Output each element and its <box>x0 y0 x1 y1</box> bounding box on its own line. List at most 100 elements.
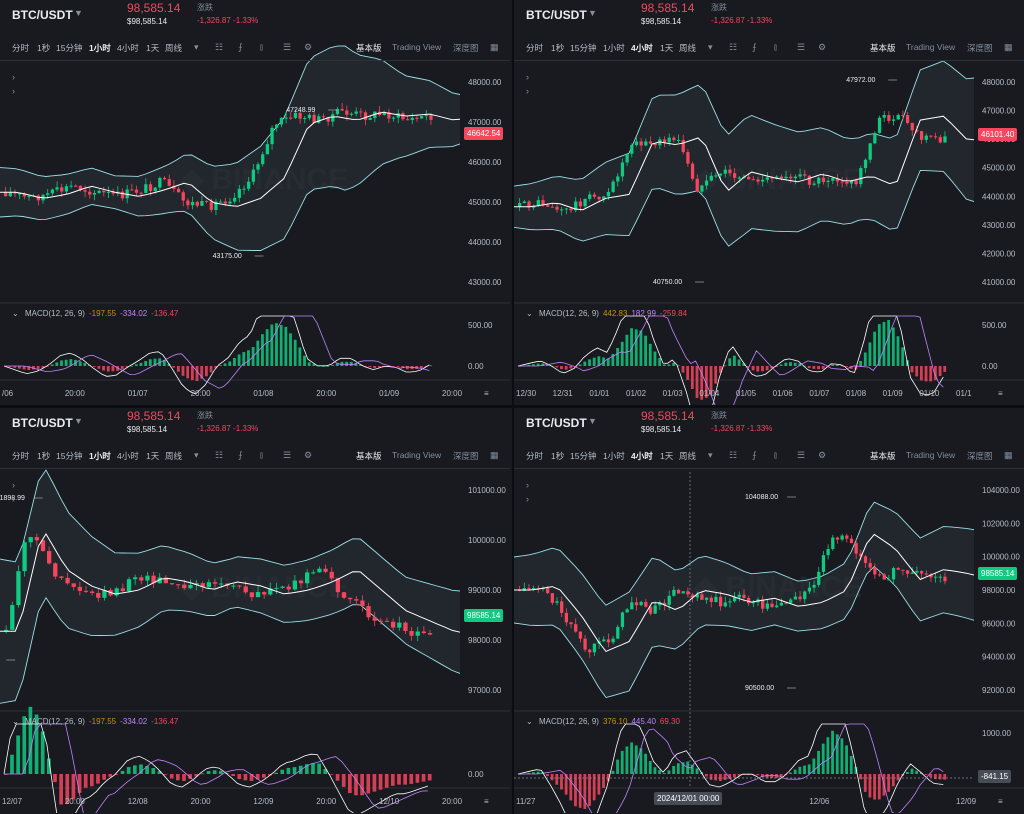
interval-tab[interactable]: 1天 <box>660 43 674 53</box>
interval-tab[interactable]: 1秒 <box>37 43 51 53</box>
grid-icon[interactable]: ▦ <box>1004 42 1013 52</box>
macd-bar <box>728 358 732 366</box>
interval-tab[interactable]: 1秒 <box>37 451 51 461</box>
chevron-right-icon[interactable]: › <box>12 72 15 82</box>
view-basic-tab[interactable]: 基本版 <box>870 43 896 53</box>
view-tradingview-tab[interactable]: Trading View <box>906 42 956 52</box>
macd-bar <box>775 366 778 367</box>
candle-settings-icon[interactable]: ☷ <box>729 450 738 460</box>
candle-body <box>214 201 218 210</box>
view-depth-tab[interactable]: 深度图 <box>453 43 479 53</box>
interval-tab[interactable]: 4小时 <box>117 43 139 53</box>
interval-tab[interactable]: 周线 <box>679 43 697 53</box>
layout-icon[interactable]: ☰ <box>797 450 806 460</box>
candlestick-icon[interactable]: ⫾ <box>774 450 777 460</box>
interval-tab[interactable]: 周线 <box>679 451 697 461</box>
candlestick-icon[interactable]: ⫾ <box>774 42 777 52</box>
chevron-right-icon[interactable]: › <box>526 480 529 490</box>
view-basic-tab[interactable]: 基本版 <box>356 451 382 461</box>
chevron-down-icon[interactable]: ▼ <box>74 8 83 18</box>
interval-tab[interactable]: 1天 <box>146 451 160 461</box>
view-tradingview-tab[interactable]: Trading View <box>392 450 442 460</box>
grid-icon[interactable]: ▦ <box>490 450 499 460</box>
view-tradingview-tab[interactable]: Trading View <box>392 42 442 52</box>
interval-tab[interactable]: 1小时 <box>603 451 625 461</box>
view-tradingview-tab[interactable]: Trading View <box>906 450 956 460</box>
candle-body <box>158 177 162 188</box>
gear-icon[interactable]: ⚙ <box>818 42 827 52</box>
pair-name[interactable]: BTC/USDT <box>526 8 587 22</box>
chevron-right-icon[interactable]: › <box>526 72 529 82</box>
interval-tab[interactable]: 分时 <box>12 43 30 53</box>
interval-tab[interactable]: 15分钟 <box>56 451 83 461</box>
candle-body <box>307 114 312 119</box>
candle-settings-icon[interactable]: ☷ <box>215 450 224 460</box>
macd-bar <box>625 334 629 366</box>
chevron-down-icon[interactable]: ▾ <box>194 42 199 52</box>
interval-tab[interactable]: 15分钟 <box>570 43 597 53</box>
chevron-down-icon[interactable]: ▼ <box>588 416 597 426</box>
view-basic-tab[interactable]: 基本版 <box>870 451 896 461</box>
candlestick-icon[interactable]: ⫾ <box>260 42 263 52</box>
layout-icon[interactable]: ☰ <box>283 42 292 52</box>
indicator-icon[interactable]: ⨍ <box>238 450 243 460</box>
pair-name[interactable]: BTC/USDT <box>526 416 587 430</box>
macd-bar <box>681 762 685 774</box>
macd-bar <box>910 768 914 774</box>
interval-tab[interactable]: 分时 <box>526 451 544 461</box>
macd-bar <box>270 324 274 366</box>
view-depth-tab[interactable]: 深度图 <box>453 451 479 461</box>
interval-tab[interactable]: 1天 <box>660 451 674 461</box>
grid-icon[interactable]: ▦ <box>490 42 499 52</box>
gear-icon[interactable]: ⚙ <box>818 450 827 460</box>
price-chart[interactable]: ◆ BINANCE104000.00102000.00100000.009800… <box>514 408 1024 813</box>
indicator-icon[interactable]: ⨍ <box>238 42 243 52</box>
interval-tab[interactable]: 1小时 <box>603 43 625 53</box>
interval-tab[interactable]: 分时 <box>12 451 30 461</box>
interval-tab[interactable]: 分时 <box>526 43 544 53</box>
pair-name[interactable]: BTC/USDT <box>12 416 73 430</box>
grid-icon[interactable]: ▦ <box>1004 450 1013 460</box>
view-depth-tab[interactable]: 深度图 <box>967 43 993 53</box>
chevron-down-icon[interactable]: ▾ <box>194 450 199 460</box>
interval-tab[interactable]: 1秒 <box>551 451 565 461</box>
candlestick-icon[interactable]: ⫾ <box>260 450 263 460</box>
interval-tab[interactable]: 周线 <box>165 451 183 461</box>
chevron-right-icon[interactable]: › <box>526 494 529 504</box>
interval-tab[interactable]: 15分钟 <box>570 451 597 461</box>
chevron-right-icon[interactable]: › <box>12 480 15 490</box>
candle-settings-icon[interactable]: ☷ <box>729 42 738 52</box>
chevron-right-icon[interactable]: › <box>12 86 15 96</box>
price-chart[interactable]: ◆ BINANCE48000.0047000.0046000.0045000.0… <box>514 0 1024 405</box>
interval-tab[interactable]: 1小时 <box>89 43 111 53</box>
candle-settings-icon[interactable]: ☷ <box>215 42 224 52</box>
price-chart[interactable]: ◆ BINANCE48000.0047000.0046000.0045000.0… <box>0 0 510 405</box>
price-chart[interactable]: ◆ BINANCE101000.00100000.0099000.0098000… <box>0 408 510 813</box>
interval-tab[interactable]: 1小时 <box>89 451 111 461</box>
macd-bar <box>106 366 110 372</box>
interval-tab[interactable]: 1秒 <box>551 43 565 53</box>
interval-tab[interactable]: 周线 <box>165 43 183 53</box>
layout-icon[interactable]: ☰ <box>797 42 806 52</box>
interval-tab[interactable]: 15分钟 <box>56 43 83 53</box>
gear-icon[interactable]: ⚙ <box>304 450 313 460</box>
gear-icon[interactable]: ⚙ <box>304 42 313 52</box>
interval-tab[interactable]: 4小时 <box>631 451 653 461</box>
interval-tab[interactable]: 4小时 <box>631 43 653 53</box>
indicator-icon[interactable]: ⨍ <box>752 42 757 52</box>
interval-tab[interactable]: 1天 <box>146 43 160 53</box>
candle-body <box>268 588 273 595</box>
chevron-right-icon[interactable]: › <box>12 494 15 504</box>
chevron-right-icon[interactable]: › <box>526 86 529 96</box>
chevron-down-icon[interactable]: ▾ <box>708 450 713 460</box>
layout-icon[interactable]: ☰ <box>283 450 292 460</box>
interval-tab[interactable]: 4小时 <box>117 451 139 461</box>
pair-name[interactable]: BTC/USDT <box>12 8 73 22</box>
view-depth-tab[interactable]: 深度图 <box>967 451 993 461</box>
macd-bar <box>662 364 666 366</box>
chevron-down-icon[interactable]: ▾ <box>708 42 713 52</box>
chevron-down-icon[interactable]: ▼ <box>74 416 83 426</box>
view-basic-tab[interactable]: 基本版 <box>356 43 382 53</box>
indicator-icon[interactable]: ⨍ <box>752 450 757 460</box>
chevron-down-icon[interactable]: ▼ <box>588 8 597 18</box>
